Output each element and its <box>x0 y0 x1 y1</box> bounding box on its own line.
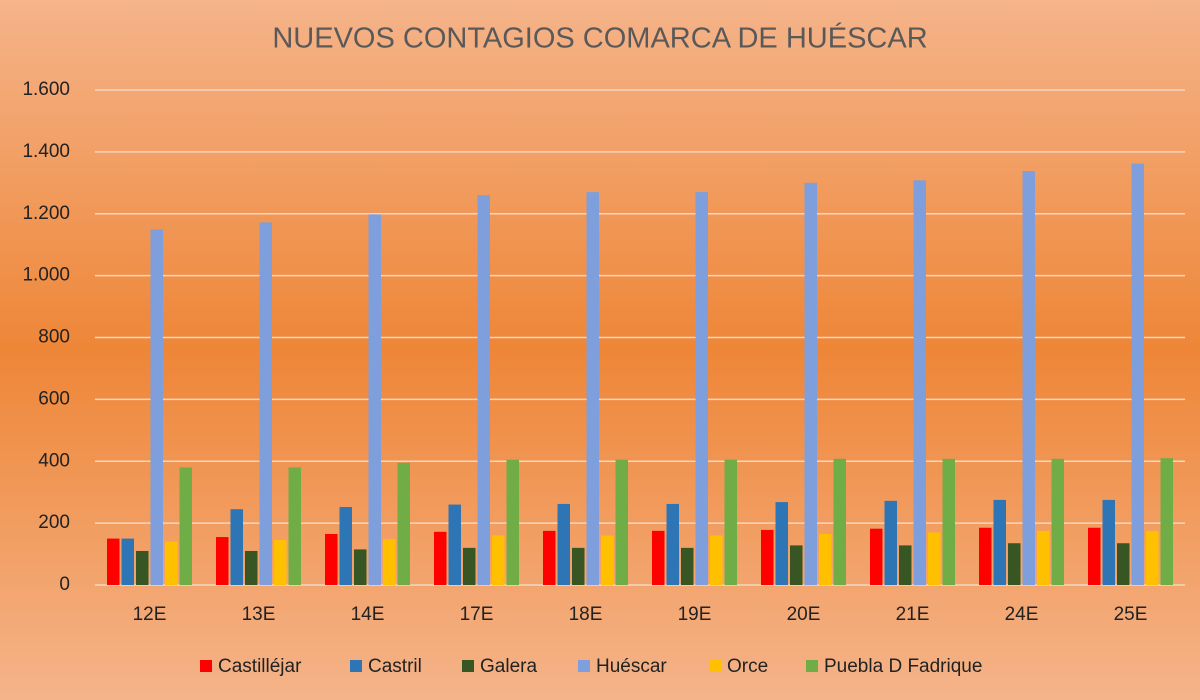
x-tick-label: 17E <box>460 604 494 625</box>
bar <box>928 532 941 585</box>
legend-label: Puebla D Fadrique <box>824 656 982 677</box>
bar <box>230 509 243 585</box>
bar <box>368 214 381 585</box>
bar <box>710 535 723 585</box>
bar <box>245 550 258 585</box>
bar <box>695 192 708 585</box>
bar <box>724 459 737 585</box>
bar <box>1051 458 1064 585</box>
legend-swatch <box>462 660 474 672</box>
bar <box>1117 543 1130 585</box>
bar <box>477 195 490 585</box>
bar <box>1008 543 1021 585</box>
bar <box>899 545 912 585</box>
x-tick-label: 14E <box>351 604 385 625</box>
y-tick-label: 0 <box>59 574 70 595</box>
y-tick-label: 1.400 <box>22 141 70 162</box>
bar <box>819 533 832 585</box>
bar <box>136 550 149 585</box>
bar <box>121 538 134 585</box>
bar <box>107 538 120 585</box>
bar <box>463 547 476 585</box>
y-tick-label: 1.600 <box>22 79 70 100</box>
bar <box>1102 499 1115 585</box>
legend-label: Galera <box>480 656 537 677</box>
bar <box>397 462 410 585</box>
bar <box>572 547 585 585</box>
legend-swatch <box>806 660 818 672</box>
y-tick-label: 800 <box>38 327 70 348</box>
x-tick-label: 24E <box>1005 604 1039 625</box>
legend-label: Castilléjar <box>218 656 302 677</box>
y-tick-label: 1.000 <box>22 265 70 286</box>
bar <box>833 458 846 585</box>
legend-label: Castril <box>368 656 422 677</box>
bar <box>586 192 599 585</box>
legend-swatch <box>709 660 721 672</box>
legend-label: Orce <box>727 656 768 677</box>
legend-label: Huéscar <box>596 656 667 677</box>
bar <box>979 527 992 585</box>
legend-swatch <box>350 660 362 672</box>
bar <box>1088 527 1101 585</box>
legend-swatch <box>200 660 212 672</box>
legend-swatch <box>578 660 590 672</box>
x-tick-label: 12E <box>133 604 167 625</box>
bar <box>383 539 396 585</box>
bar <box>790 545 803 585</box>
chart-title: NUEVOS CONTAGIOS COMARCA DE HUÉSCAR <box>272 22 927 55</box>
x-tick-label: 21E <box>896 604 930 625</box>
bar <box>775 502 788 585</box>
bar <box>165 541 178 585</box>
bar <box>288 467 301 585</box>
bar <box>150 229 163 585</box>
bar <box>681 547 694 585</box>
bar <box>492 535 505 585</box>
bar <box>1146 530 1159 585</box>
bar <box>1131 163 1144 585</box>
bar <box>652 530 665 585</box>
bar <box>434 531 447 585</box>
bar <box>913 180 926 585</box>
bar <box>870 528 883 585</box>
bar <box>543 530 556 585</box>
bar <box>1160 458 1173 585</box>
bar <box>448 504 461 585</box>
bar <box>325 533 338 585</box>
bar <box>179 467 192 585</box>
bar <box>884 500 897 585</box>
bar <box>615 459 628 585</box>
bar <box>557 503 570 585</box>
bar <box>666 503 679 585</box>
x-tick-label: 18E <box>569 604 603 625</box>
bar <box>942 458 955 585</box>
bar <box>601 535 614 585</box>
y-tick-label: 400 <box>38 450 70 471</box>
bar <box>1022 171 1035 585</box>
bar <box>259 222 272 585</box>
bar <box>1037 530 1050 585</box>
bar <box>993 499 1006 585</box>
bar <box>506 459 519 585</box>
bar <box>216 537 229 585</box>
x-tick-label: 19E <box>678 604 712 625</box>
bar <box>354 549 367 585</box>
y-tick-label: 1.200 <box>22 203 70 224</box>
x-tick-label: 25E <box>1114 604 1148 625</box>
bar <box>274 540 287 585</box>
x-tick-label: 20E <box>787 604 821 625</box>
x-tick-label: 13E <box>242 604 276 625</box>
y-tick-label: 600 <box>38 388 70 409</box>
bar <box>339 507 352 585</box>
bar <box>761 529 774 585</box>
bar <box>804 182 817 585</box>
y-tick-label: 200 <box>38 512 70 533</box>
